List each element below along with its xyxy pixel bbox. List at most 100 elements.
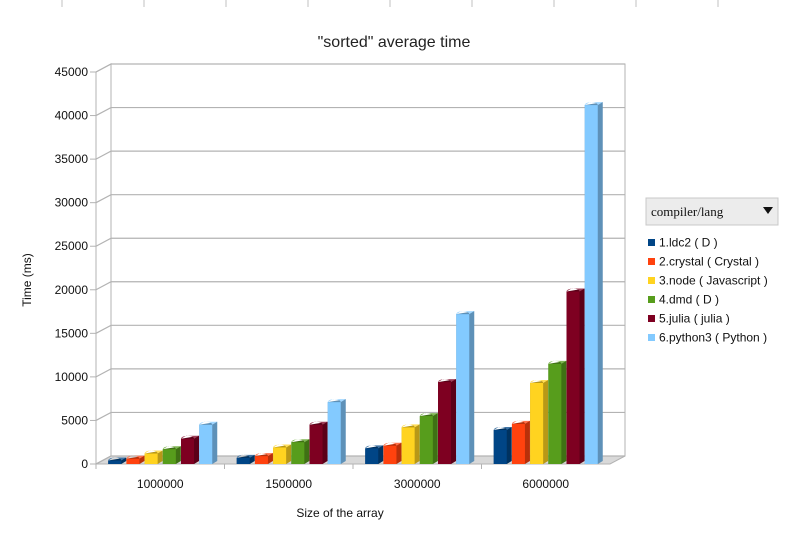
- bar-front: [566, 291, 580, 464]
- bar: [181, 435, 200, 464]
- bar-top: [144, 450, 163, 454]
- bar: [199, 421, 218, 464]
- x-tick-label: 6000000: [522, 477, 569, 491]
- bar-top: [254, 453, 273, 457]
- bar: [566, 288, 585, 464]
- y-tick-label: 0: [81, 457, 88, 471]
- x-axis-label: Size of the array: [296, 506, 383, 520]
- y-tick-label: 5000: [61, 413, 88, 427]
- bar: [584, 102, 603, 464]
- plot-area: [90, 63, 626, 469]
- bar: [126, 455, 145, 464]
- bar-top: [419, 413, 438, 417]
- bar: [291, 439, 310, 464]
- bar-top: [365, 445, 384, 449]
- legend-items: 1.ldc2 ( D ) 2.crystal ( Crystal ) 3.node …: [648, 236, 768, 345]
- y-tick-label: 35000: [55, 152, 89, 166]
- bar-front: [401, 427, 415, 464]
- bar-top: [456, 311, 475, 315]
- bar-top: [566, 288, 585, 292]
- bar: [327, 399, 346, 464]
- side-wall: [95, 63, 112, 465]
- bars: [108, 102, 603, 464]
- bar-top: [327, 399, 346, 403]
- x-axis-ticks: 1000000 1500000 3000000 6000000: [137, 477, 570, 491]
- bar: [530, 379, 549, 464]
- bar-top: [199, 421, 218, 425]
- bar: [438, 379, 457, 464]
- x-tick-label: 1000000: [137, 477, 184, 491]
- bar-front: [309, 424, 323, 464]
- bar-top: [548, 360, 567, 364]
- legend-swatch: [648, 258, 655, 265]
- bar-top: [108, 457, 127, 461]
- legend-swatch: [648, 277, 655, 284]
- legend-label: 4.dmd ( D ): [659, 293, 719, 307]
- bar-front: [236, 457, 250, 464]
- bar-front: [291, 442, 305, 464]
- legend-swatch: [648, 296, 655, 303]
- gridline: [95, 150, 625, 160]
- bar-top: [236, 454, 255, 458]
- dropdown-arrow-icon[interactable]: [763, 207, 773, 214]
- top-edge-ticks: [61, 0, 719, 7]
- bar: [273, 444, 292, 464]
- legend-swatch: [648, 334, 655, 341]
- bar-front: [126, 458, 140, 464]
- legend-label: 2.crystal ( Crystal ): [659, 255, 759, 269]
- bar-front: [365, 448, 379, 464]
- bar-front: [438, 382, 452, 464]
- bar: [162, 446, 181, 464]
- chart-title: "sorted" average time: [318, 34, 471, 51]
- bar-front: [254, 456, 268, 464]
- bar: [493, 427, 512, 464]
- bar: [254, 453, 273, 464]
- bar: [365, 445, 384, 464]
- y-tick-label: 30000: [55, 196, 89, 210]
- legend-item: 2.crystal ( Crystal ): [648, 255, 759, 269]
- bar-front: [511, 423, 525, 464]
- bar: [144, 450, 163, 464]
- legend-header-dropdown[interactable]: compiler/lang: [645, 197, 779, 226]
- bar-top: [511, 420, 530, 424]
- legend: compiler/lang 1.ldc2 ( D ) 2.crystal ( Cr…: [645, 197, 779, 345]
- bar-front: [383, 445, 397, 464]
- bar-top: [383, 442, 402, 446]
- y-tick-label: 40000: [55, 109, 89, 123]
- legend-swatch: [648, 315, 655, 322]
- gridline: [95, 63, 625, 73]
- y-tick-label: 15000: [55, 326, 89, 340]
- bar-front: [181, 438, 195, 464]
- y-tick-label: 45000: [55, 65, 89, 79]
- gridline: [95, 368, 625, 378]
- legend-item: 3.node ( Javascript ): [648, 274, 768, 288]
- bar-top: [584, 102, 603, 106]
- bar-front: [144, 453, 158, 464]
- bar: [383, 442, 402, 464]
- gridline: [95, 106, 625, 117]
- bar: [401, 424, 420, 464]
- gridline: [95, 194, 625, 204]
- legend-item: 1.ldc2 ( D ): [648, 236, 718, 250]
- legend-item: 5.julia ( julia ): [648, 312, 730, 326]
- legend-label: 1.ldc2 ( D ): [659, 236, 718, 250]
- bar: [419, 413, 438, 464]
- bar-front: [273, 447, 287, 464]
- bar: [456, 311, 475, 464]
- x-tick-label: 3000000: [394, 477, 441, 491]
- bar-top: [273, 444, 292, 448]
- bar-top: [401, 424, 420, 428]
- bar-front: [584, 105, 598, 464]
- gridline: [95, 237, 625, 247]
- legend-label: 3.node ( Javascript ): [659, 274, 768, 288]
- legend-item: 4.dmd ( D ): [648, 293, 719, 307]
- y-axis-ticks: 0 5000 10000 15000 20000 25000 30000 35000 40000…: [55, 65, 89, 471]
- legend-swatch: [648, 239, 655, 246]
- bar-front: [327, 402, 341, 464]
- bar-top: [291, 439, 310, 443]
- bar-front: [162, 449, 176, 464]
- y-tick-label: 20000: [55, 283, 89, 297]
- y-tick-label: 10000: [55, 370, 89, 384]
- bar-front: [548, 363, 562, 464]
